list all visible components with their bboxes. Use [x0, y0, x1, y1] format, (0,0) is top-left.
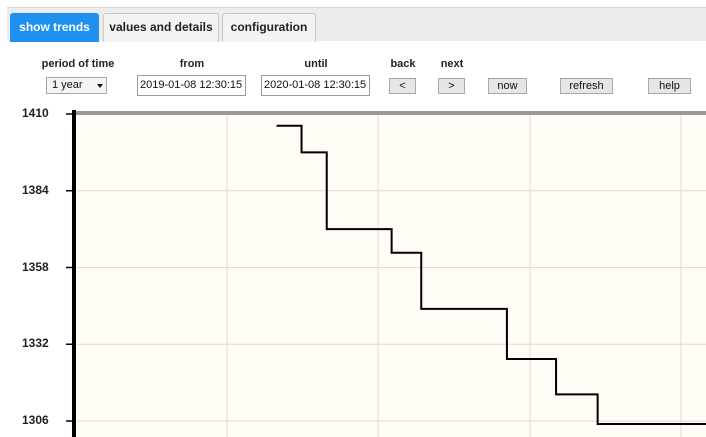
- back-button[interactable]: <: [389, 78, 416, 94]
- until-date-input[interactable]: 2020-01-08 12:30:15: [261, 75, 370, 96]
- horizontal-gridlines: [76, 190, 706, 422]
- period-of-time-label: period of time: [41, 58, 115, 70]
- plot-area: [76, 114, 706, 437]
- help-button[interactable]: help: [648, 78, 691, 94]
- y-tick-label: 1410: [22, 106, 49, 120]
- period-of-time-select[interactable]: 1 year: [46, 77, 107, 94]
- next-button[interactable]: >: [438, 78, 465, 94]
- period-of-time-value: 1 year: [52, 79, 83, 91]
- refresh-button[interactable]: refresh: [560, 78, 613, 94]
- y-tick-label: 1332: [22, 336, 49, 351]
- y-tick-label: 1384: [22, 182, 49, 197]
- from-date-input[interactable]: 2019-01-08 12:30:15: [137, 75, 246, 96]
- back-label: back: [390, 58, 416, 70]
- tab-configuration[interactable]: configuration: [222, 13, 316, 42]
- next-label: next: [440, 58, 464, 70]
- from-label: from: [179, 58, 205, 70]
- series-group: [276, 124, 706, 425]
- until-label: until: [304, 58, 328, 70]
- now-button[interactable]: now: [488, 78, 527, 94]
- dropdown-arrow-icon: [97, 84, 103, 88]
- y-tick-label: 1358: [22, 259, 49, 274]
- y-tick-label: 1306: [22, 413, 49, 427]
- tab-bar: show trends values and details configura…: [7, 7, 706, 42]
- series-line: [276, 124, 706, 425]
- tab-values-and-details[interactable]: values and details: [103, 13, 219, 42]
- tab-show-trends[interactable]: show trends: [10, 13, 99, 42]
- vertical-gridlines: [226, 114, 682, 437]
